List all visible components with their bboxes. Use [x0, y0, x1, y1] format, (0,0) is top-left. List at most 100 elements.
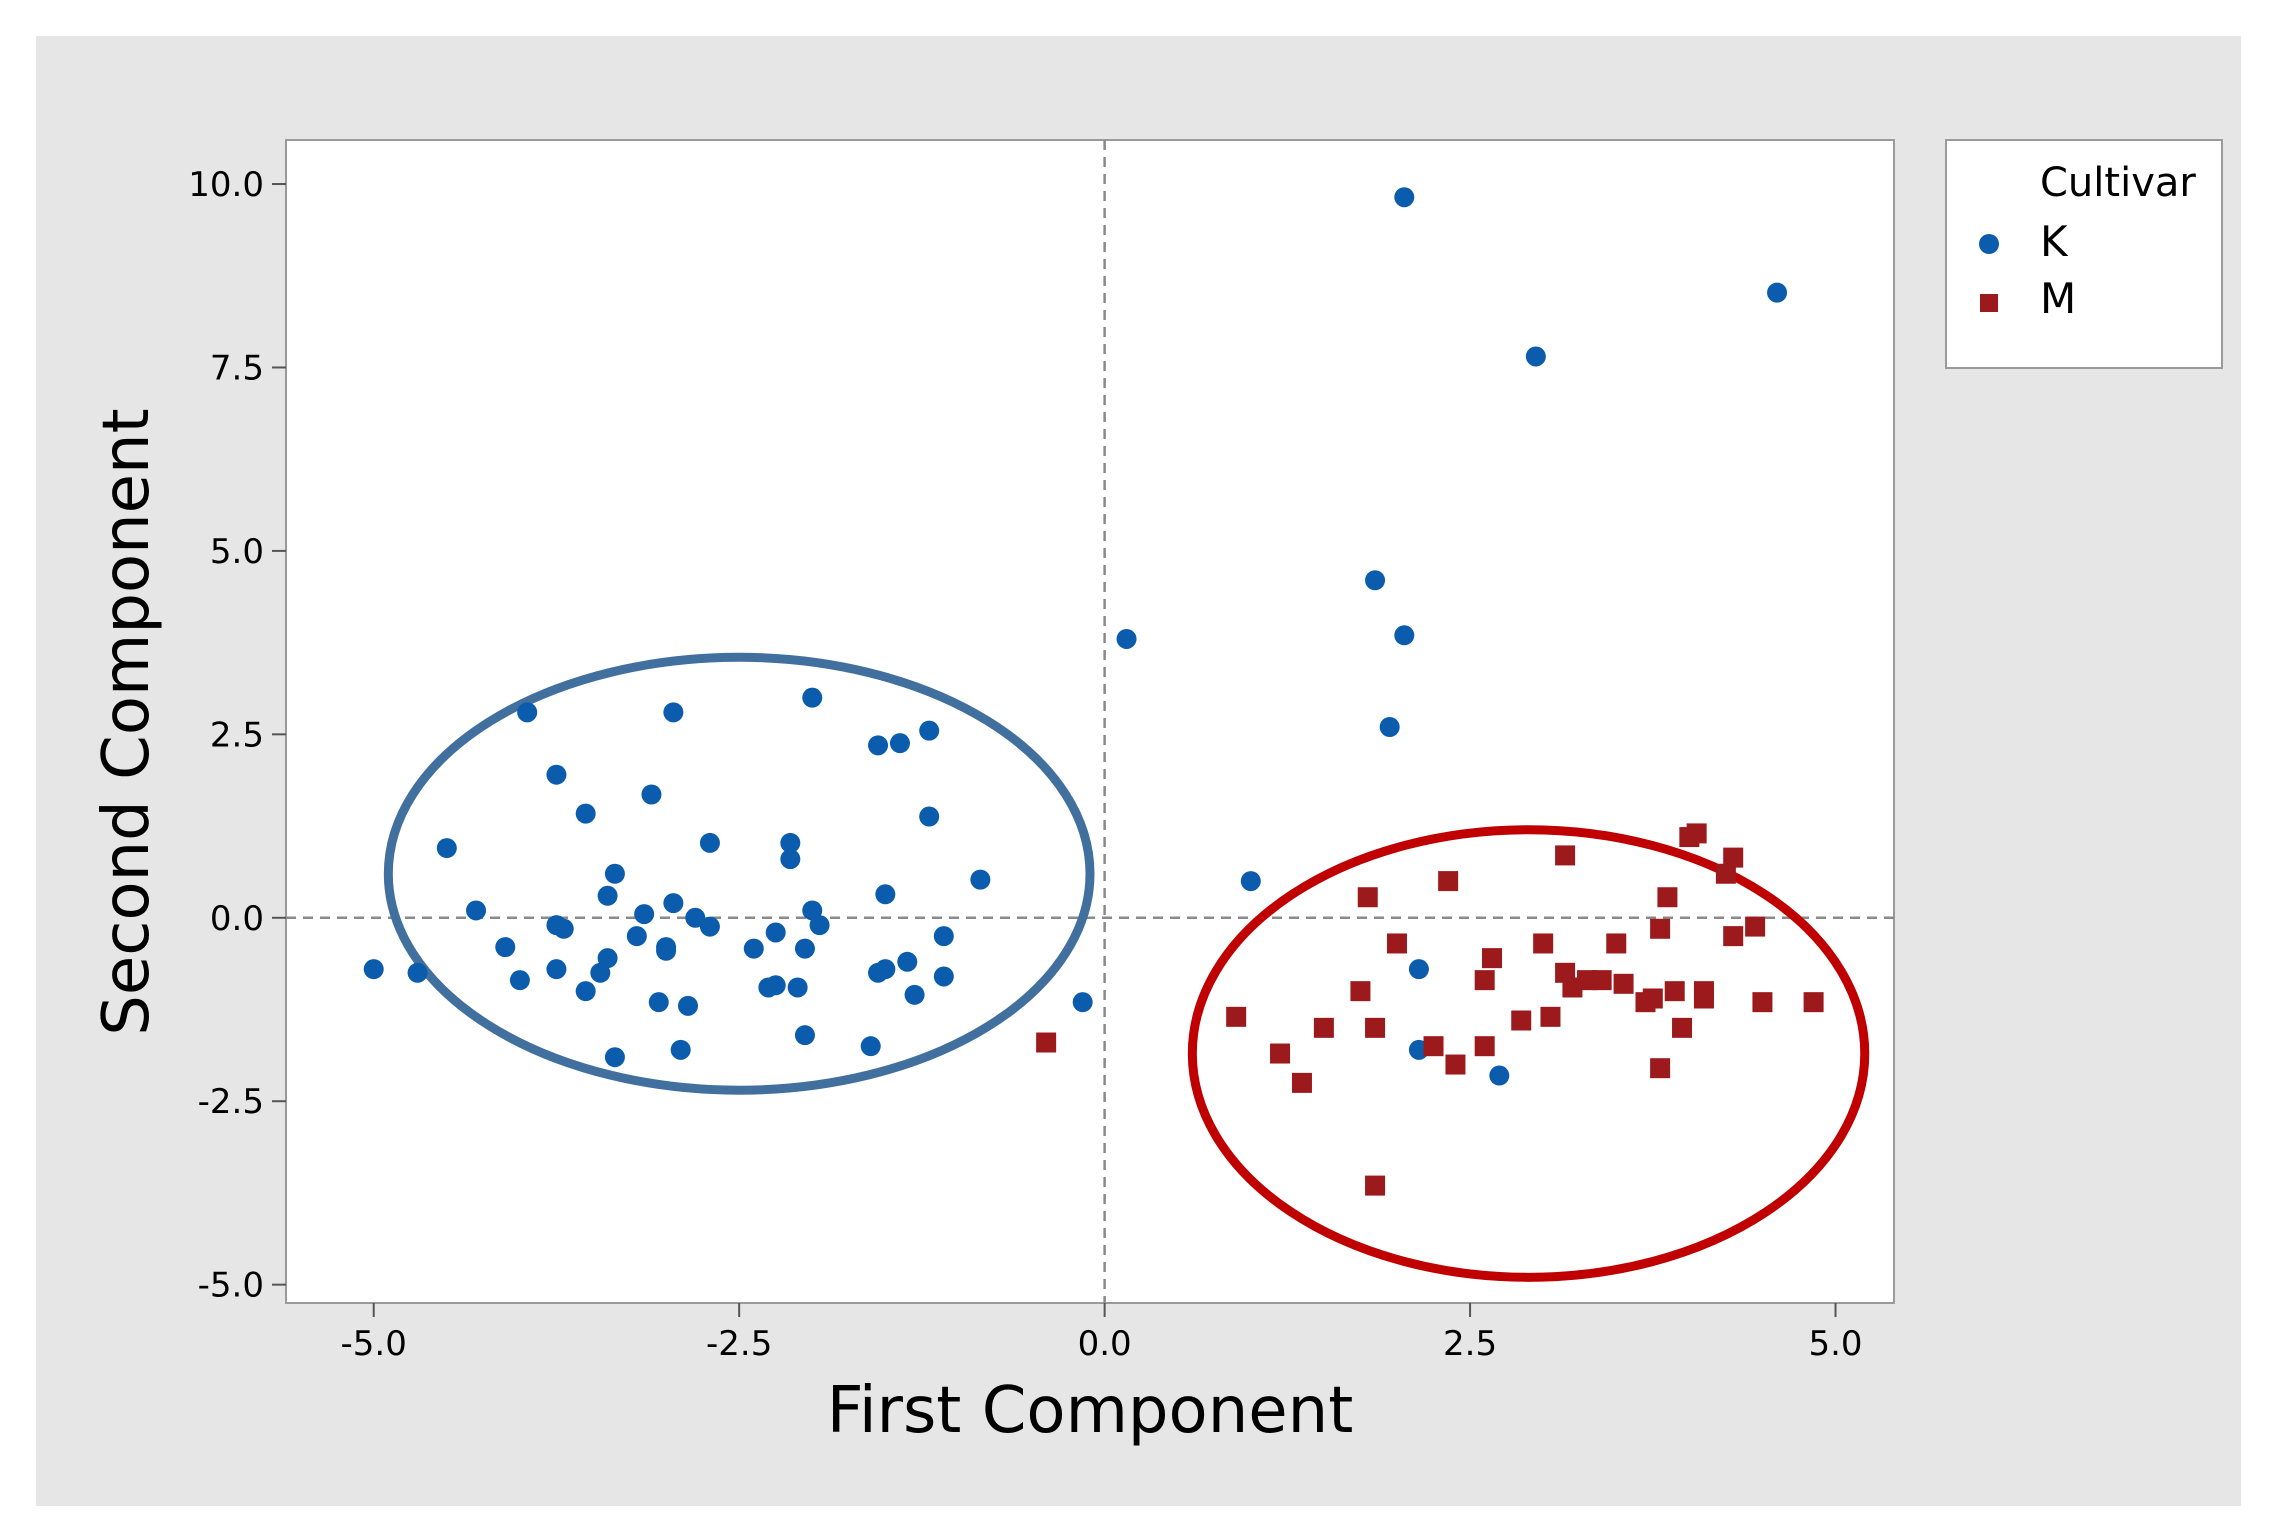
point-k	[1394, 187, 1415, 208]
x-tick-label: -5.0	[341, 1324, 407, 1364]
point-k	[780, 832, 801, 853]
legend-label-m: M	[2040, 274, 2076, 323]
point-k	[1072, 992, 1093, 1013]
x-tick-label: 5.0	[1808, 1324, 1862, 1364]
point-k	[670, 1039, 691, 1060]
point-m	[1365, 1175, 1386, 1196]
point-m	[1555, 845, 1576, 866]
point-k	[743, 938, 764, 959]
point-m	[1672, 1017, 1693, 1038]
point-k	[875, 884, 896, 905]
point-k	[626, 926, 647, 947]
y-tick-label: 0.0	[210, 899, 264, 939]
point-k	[897, 951, 918, 972]
point-k	[699, 916, 720, 937]
point-m	[1540, 1006, 1561, 1027]
cluster-ellipse-k	[383, 652, 1095, 1095]
point-k	[1525, 346, 1546, 367]
point-k	[546, 764, 567, 785]
legend-box	[1945, 139, 2223, 369]
point-m	[1357, 887, 1378, 908]
point-k	[1767, 282, 1788, 303]
point-k	[1116, 628, 1137, 649]
y-tick-label: -5.0	[198, 1266, 264, 1306]
point-k	[933, 966, 954, 987]
point-m	[1474, 1036, 1495, 1057]
point-k	[663, 702, 684, 723]
data-points	[363, 187, 1824, 1196]
y-tick-label: 2.5	[210, 715, 264, 755]
point-m	[1350, 981, 1371, 1002]
x-axis-title: First Component	[827, 1374, 1354, 1448]
point-m	[1693, 988, 1714, 1009]
legend-title: Cultivar	[2040, 160, 2196, 206]
point-k	[868, 735, 889, 756]
point-k	[604, 1047, 625, 1068]
point-k	[1379, 717, 1400, 738]
y-tick-label: 10.0	[188, 165, 264, 205]
point-k	[641, 784, 662, 805]
point-m	[1606, 933, 1627, 954]
point-k	[787, 977, 808, 998]
legend-marker-k	[1979, 234, 1999, 254]
point-m	[1474, 970, 1495, 991]
point-k	[597, 948, 618, 969]
point-k	[802, 687, 823, 708]
point-m	[1438, 871, 1459, 892]
point-m	[1650, 918, 1671, 939]
point-m	[1642, 988, 1663, 1009]
point-m	[1650, 1058, 1671, 1079]
cluster-ellipse-m	[1187, 825, 1870, 1282]
point-k	[363, 959, 384, 980]
point-k	[904, 984, 925, 1005]
point-k	[604, 863, 625, 884]
reference-lines	[286, 140, 1894, 1303]
point-k	[685, 907, 706, 928]
point-m	[1482, 948, 1502, 969]
point-k	[656, 937, 677, 958]
point-k	[634, 904, 655, 925]
point-k	[933, 926, 954, 947]
point-m	[1715, 863, 1736, 884]
point-m	[1752, 992, 1773, 1013]
point-m	[1657, 887, 1678, 908]
point-k	[699, 832, 720, 853]
point-m	[1613, 973, 1634, 994]
point-m	[1445, 1054, 1466, 1075]
point-m	[1313, 1017, 1334, 1038]
point-k	[407, 962, 428, 983]
point-k	[546, 959, 567, 980]
point-k	[809, 915, 830, 936]
point-k	[780, 849, 801, 870]
point-m	[1036, 1032, 1057, 1053]
point-m	[1226, 1006, 1247, 1027]
point-k	[860, 1036, 881, 1057]
point-k	[575, 981, 596, 1002]
point-m	[1745, 916, 1766, 937]
point-k	[1240, 871, 1261, 892]
point-k	[1489, 1065, 1510, 1086]
point-k	[794, 1025, 815, 1046]
point-k	[1408, 959, 1429, 980]
point-k	[495, 937, 516, 958]
point-m	[1270, 1043, 1291, 1064]
point-m	[1591, 970, 1612, 991]
point-k	[875, 959, 896, 980]
point-k	[509, 970, 530, 991]
point-m	[1291, 1072, 1312, 1093]
point-k	[1365, 570, 1386, 591]
point-m	[1511, 1010, 1532, 1031]
point-k	[466, 900, 487, 921]
point-m	[1803, 992, 1824, 1013]
point-m	[1386, 933, 1407, 954]
plot-area	[285, 139, 1895, 1304]
point-m	[1723, 847, 1744, 868]
point-m	[1664, 981, 1685, 1002]
x-tick-label: 0.0	[1078, 1324, 1132, 1364]
legend: Cultivar K M	[1945, 139, 2223, 369]
point-k	[919, 720, 940, 741]
point-k	[553, 918, 574, 939]
point-k	[765, 975, 786, 996]
point-k	[970, 869, 991, 890]
